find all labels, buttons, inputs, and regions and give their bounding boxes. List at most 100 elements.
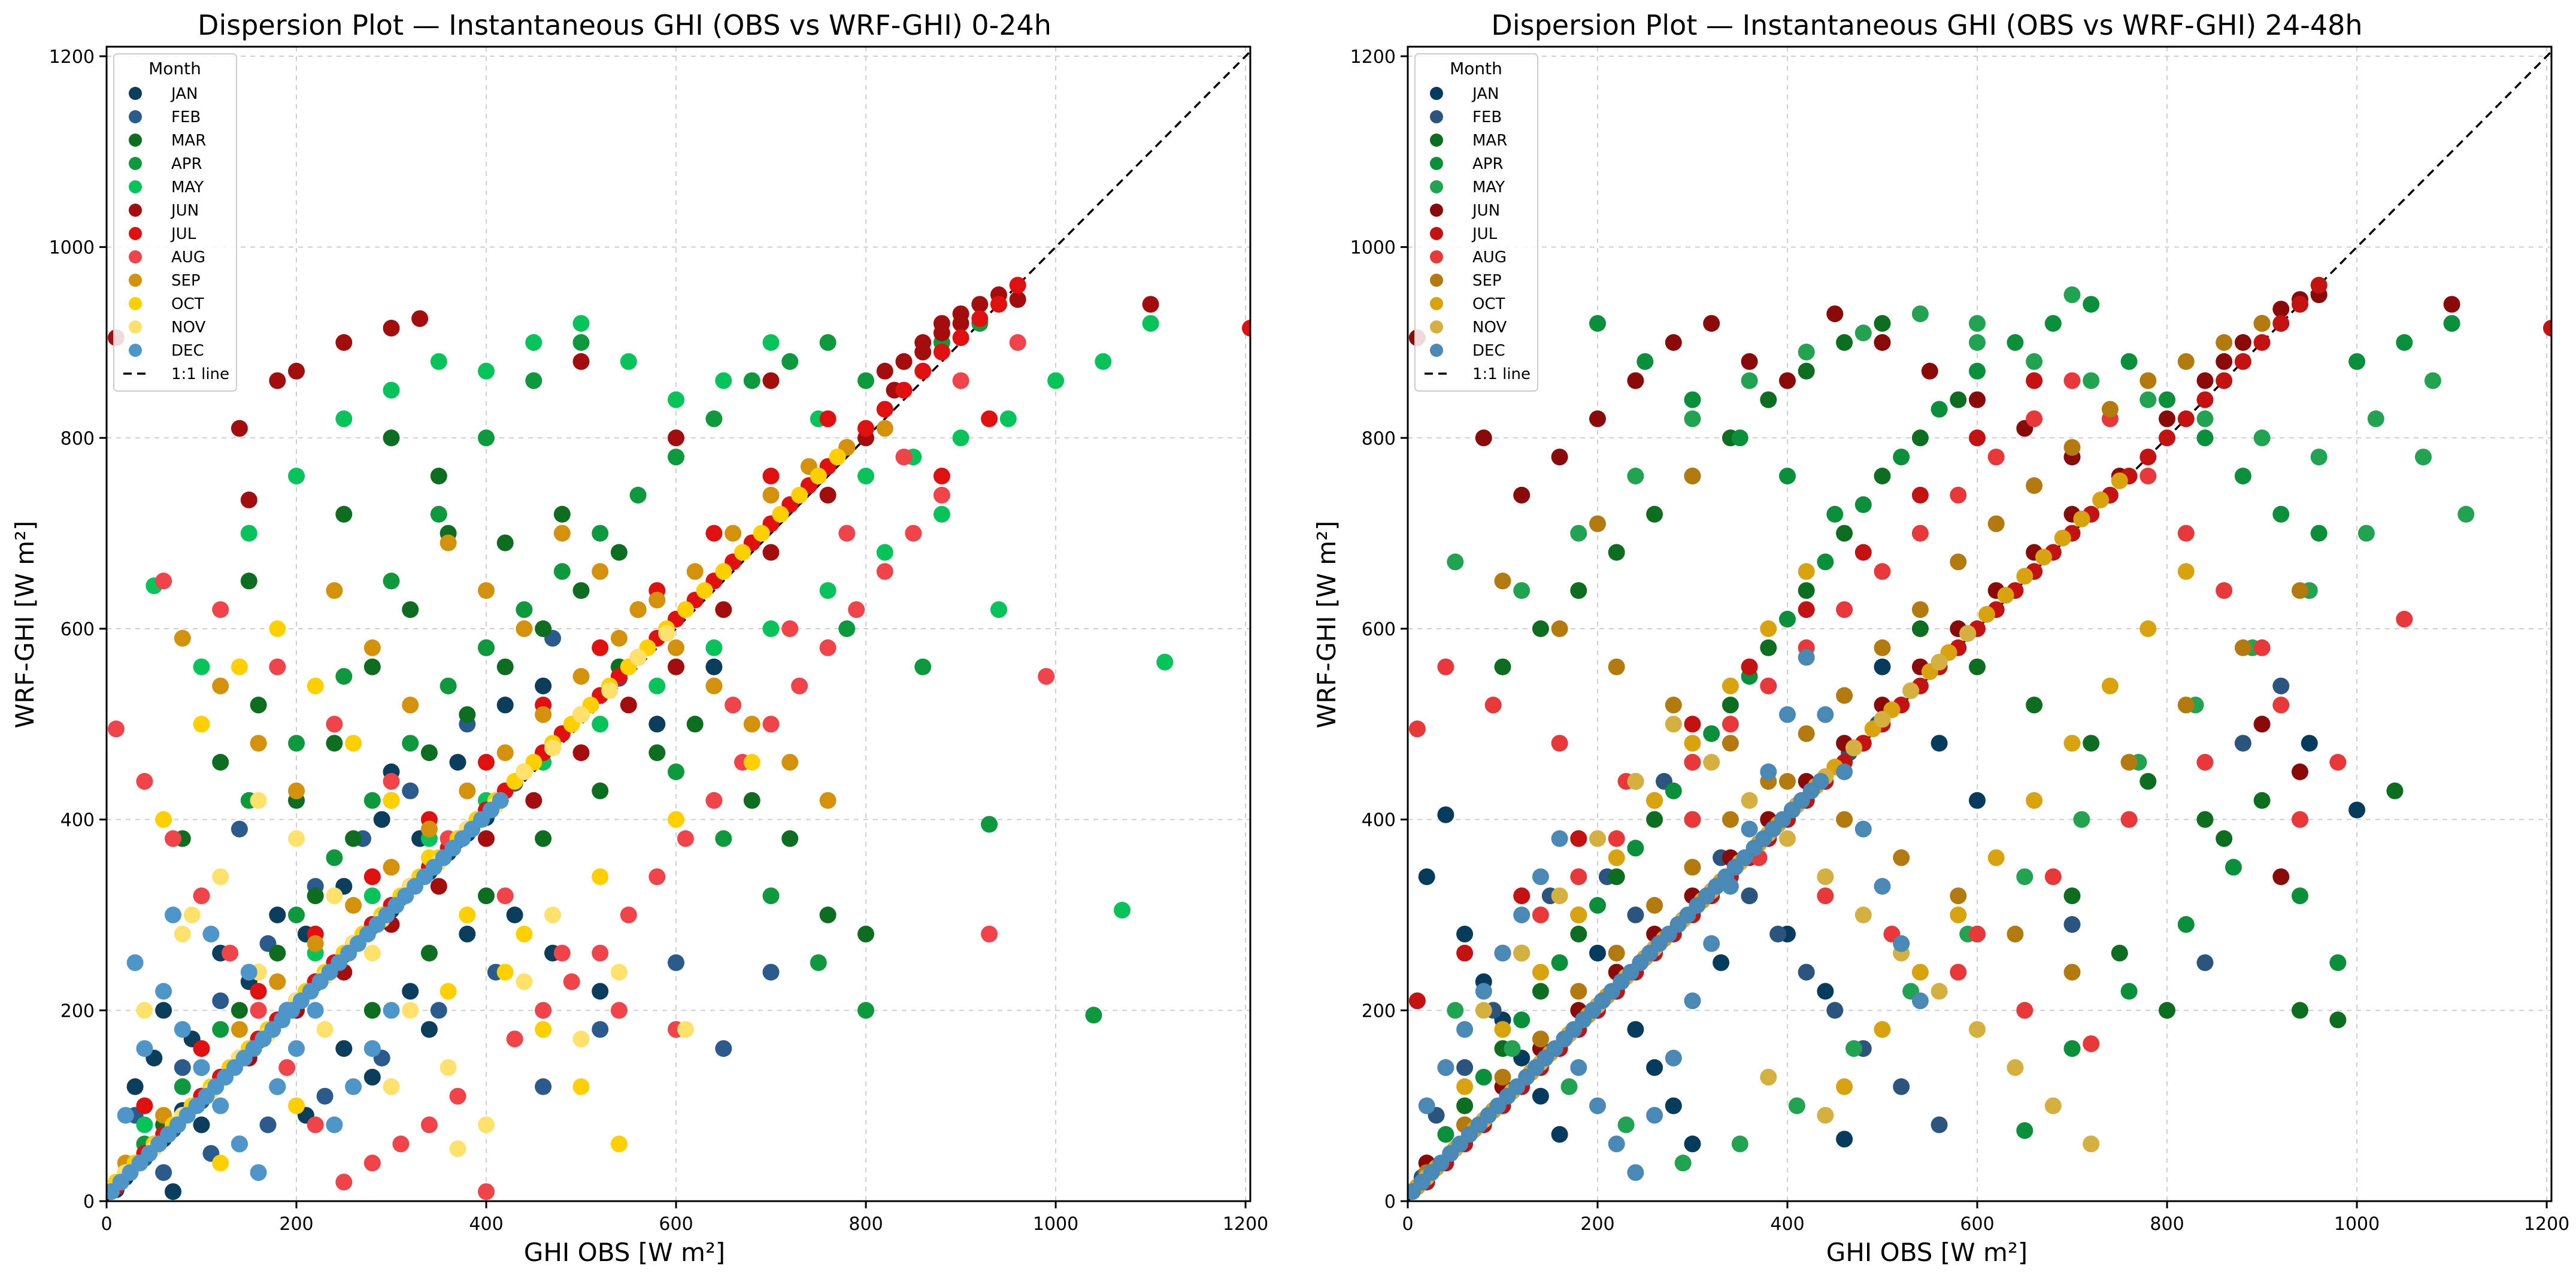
axis-ticks: 0 200 400 600 800 1000 1200 0 200 400 600 800 1000 12…	[49, 47, 1269, 1235]
data-point	[1969, 925, 1986, 942]
data-point	[1997, 587, 2014, 604]
y-tick-label: 800	[1362, 428, 1396, 449]
series-jul	[107, 277, 1250, 1196]
data-point	[250, 1164, 267, 1181]
data-point	[363, 1040, 381, 1057]
chart-panel-0-24h: Dispersion Plot — Instantaneous GHI (OBS…	[10, 9, 1268, 1267]
data-point	[2177, 353, 2195, 370]
data-point	[1987, 849, 2005, 866]
data-point	[2139, 372, 2157, 389]
data-point	[496, 744, 514, 762]
data-point	[1911, 963, 1929, 981]
data-point	[2092, 491, 2110, 508]
data-point	[1627, 772, 1644, 790]
data-point	[1760, 1068, 1777, 1086]
data-point	[1931, 653, 1948, 671]
data-point	[781, 353, 799, 370]
data-point	[1798, 601, 1815, 619]
data-point	[819, 582, 837, 599]
data-point	[335, 1174, 353, 1191]
data-point	[2120, 811, 2138, 828]
data-point	[1931, 1116, 1948, 1134]
data-point	[174, 1059, 191, 1076]
data-point	[1769, 925, 1787, 942]
data-point	[629, 486, 647, 504]
data-point	[668, 391, 684, 408]
data-point	[1456, 1097, 1474, 1114]
data-point	[553, 944, 571, 962]
data-point	[1085, 1007, 1102, 1024]
data-point	[952, 372, 969, 389]
data-point	[2026, 792, 2043, 809]
data-point	[592, 563, 609, 580]
data-point	[1969, 429, 1986, 447]
data-point	[848, 601, 865, 619]
data-point	[648, 677, 666, 695]
data-point	[819, 486, 837, 504]
data-point	[269, 620, 286, 637]
data-point	[1532, 907, 1549, 923]
data-point	[1817, 983, 1834, 1000]
data-point	[1560, 1078, 1578, 1095]
data-point	[2196, 811, 2214, 828]
data-point	[1978, 606, 1995, 623]
data-point	[933, 325, 950, 341]
x-tick-label: 400	[1770, 1214, 1804, 1235]
data-point	[1931, 401, 1948, 418]
data-point	[2159, 1002, 2175, 1019]
data-point	[1551, 735, 1568, 752]
data-point	[1242, 320, 1250, 337]
data-point	[1741, 792, 1758, 809]
data-point	[193, 887, 210, 905]
y-tick-label: 200	[1362, 1001, 1396, 1022]
data-point	[155, 1002, 172, 1019]
data-point	[335, 505, 353, 523]
x-tick-label: 1200	[1223, 1214, 1268, 1235]
data-point	[1551, 954, 1568, 971]
data-point	[1722, 677, 1739, 695]
data-point	[1617, 1116, 1635, 1134]
data-point	[2139, 772, 2157, 790]
x-axis-label: GHI OBS [W m²]	[524, 1238, 725, 1267]
data-point	[136, 1002, 153, 1019]
data-point	[668, 658, 684, 675]
data-point	[1447, 553, 1464, 571]
data-point	[1684, 859, 1701, 876]
x-axis-label: GHI OBS [W m²]	[1826, 1238, 2028, 1267]
data-point	[1665, 782, 1682, 799]
legend-label: DEC	[171, 342, 204, 360]
data-point	[1532, 983, 1549, 1000]
data-point	[2177, 563, 2195, 580]
data-point	[1969, 362, 1986, 380]
data-point	[383, 792, 400, 809]
data-point	[478, 887, 495, 905]
data-point	[1608, 544, 1625, 561]
data-point	[1911, 620, 1929, 637]
data-point	[2396, 611, 2413, 628]
data-point	[535, 1002, 552, 1019]
data-point	[478, 429, 495, 447]
legend-label: JUL	[1471, 225, 1498, 243]
data-point	[2159, 429, 2175, 447]
data-point	[791, 677, 808, 695]
legend-marker	[129, 250, 142, 263]
data-point	[459, 782, 476, 799]
data-point	[2253, 429, 2271, 447]
data-point	[420, 744, 438, 762]
data-point	[250, 696, 267, 714]
data-point	[516, 620, 533, 637]
data-point	[762, 468, 780, 484]
data-point	[136, 1097, 153, 1114]
data-point	[345, 897, 362, 914]
data-point	[2177, 410, 2195, 428]
data-point	[857, 925, 874, 942]
data-point	[231, 1135, 248, 1153]
data-point	[1969, 315, 1986, 332]
data-point	[1437, 658, 1454, 675]
legend-marker	[1430, 227, 1443, 240]
series-nov	[1418, 625, 2100, 1186]
data-point	[1570, 525, 1587, 542]
data-point	[1969, 792, 1986, 809]
data-point	[345, 1078, 362, 1095]
data-point	[2026, 353, 2043, 370]
